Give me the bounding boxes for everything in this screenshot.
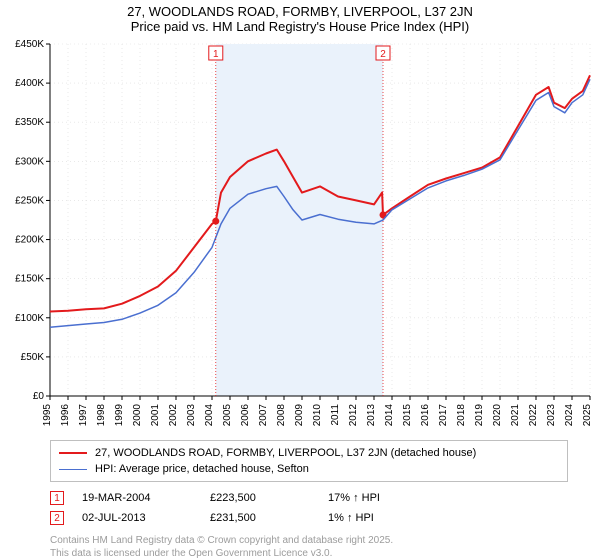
svg-text:2019: 2019 [474, 404, 485, 427]
attribution: Contains HM Land Registry data © Crown c… [50, 534, 568, 560]
sale-price: £231,500 [210, 512, 310, 524]
svg-text:2000: 2000 [132, 404, 143, 427]
svg-text:2013: 2013 [366, 404, 377, 427]
title-address: 27, WOODLANDS ROAD, FORMBY, LIVERPOOL, L… [0, 4, 600, 19]
sale-date: 02-JUL-2013 [82, 512, 192, 524]
legend-item: HPI: Average price, detached house, Seft… [59, 461, 559, 477]
sale-price: £223,500 [210, 492, 310, 504]
svg-text:2015: 2015 [402, 404, 413, 427]
svg-text:1998: 1998 [96, 404, 107, 427]
svg-text:2005: 2005 [222, 404, 233, 427]
footer-line-1: Contains HM Land Registry data © Crown c… [50, 534, 568, 547]
title-block: 27, WOODLANDS ROAD, FORMBY, LIVERPOOL, L… [0, 0, 600, 36]
legend-item: 27, WOODLANDS ROAD, FORMBY, LIVERPOOL, L… [59, 445, 559, 461]
svg-text:£350K: £350K [15, 117, 44, 128]
svg-text:2022: 2022 [528, 404, 539, 427]
svg-text:2021: 2021 [510, 404, 521, 427]
svg-text:£0: £0 [33, 391, 45, 402]
svg-text:2010: 2010 [312, 404, 323, 427]
sale-row: 2 02-JUL-2013 £231,500 1% ↑ HPI [50, 508, 568, 528]
sale-date: 19-MAR-2004 [82, 492, 192, 504]
svg-text:£450K: £450K [15, 39, 44, 50]
svg-text:2025: 2025 [582, 404, 593, 427]
svg-text:2006: 2006 [240, 404, 251, 427]
svg-text:1: 1 [213, 49, 219, 60]
legend: 27, WOODLANDS ROAD, FORMBY, LIVERPOOL, L… [50, 440, 568, 482]
svg-text:£400K: £400K [15, 78, 44, 89]
svg-text:1997: 1997 [78, 404, 89, 427]
svg-text:2020: 2020 [492, 404, 503, 427]
sale-vs-hpi: 17% ↑ HPI [328, 492, 418, 504]
svg-text:£100K: £100K [15, 313, 44, 324]
svg-text:£300K: £300K [15, 156, 44, 167]
svg-text:2017: 2017 [438, 404, 449, 427]
svg-text:1996: 1996 [60, 404, 71, 427]
svg-text:£150K: £150K [15, 274, 44, 285]
figure-root: 27, WOODLANDS ROAD, FORMBY, LIVERPOOL, L… [0, 0, 600, 560]
svg-text:2023: 2023 [546, 404, 557, 427]
sale-marker-number: 1 [50, 491, 64, 505]
svg-text:1995: 1995 [42, 404, 53, 427]
footer-line-2: This data is licensed under the Open Gov… [50, 547, 568, 560]
svg-text:2002: 2002 [168, 404, 179, 427]
svg-text:2012: 2012 [348, 404, 359, 427]
sale-vs-hpi: 1% ↑ HPI [328, 512, 418, 524]
line-chart: £0 £50K £100K £150K £200K £250K £300K £350K £400… [0, 36, 600, 436]
svg-text:£200K: £200K [15, 235, 44, 246]
sales-table: 1 19-MAR-2004 £223,500 17% ↑ HPI 2 02-JUL-201… [50, 488, 568, 528]
svg-text:2001: 2001 [150, 404, 161, 427]
svg-text:1999: 1999 [114, 404, 125, 427]
svg-text:£250K: £250K [15, 195, 44, 206]
svg-text:2009: 2009 [294, 404, 305, 427]
svg-text:2018: 2018 [456, 404, 467, 427]
legend-label: 27, WOODLANDS ROAD, FORMBY, LIVERPOOL, L… [95, 447, 476, 459]
svg-text:2007: 2007 [258, 404, 269, 427]
sale-marker-number: 2 [50, 511, 64, 525]
svg-text:2004: 2004 [204, 404, 215, 427]
svg-text:2014: 2014 [384, 404, 395, 427]
title-subtitle: Price paid vs. HM Land Registry's House … [0, 19, 600, 34]
svg-text:2024: 2024 [564, 404, 575, 427]
legend-label: HPI: Average price, detached house, Seft… [95, 463, 309, 475]
svg-text:£50K: £50K [21, 352, 45, 363]
svg-text:2008: 2008 [276, 404, 287, 427]
legend-swatch [59, 469, 87, 470]
svg-text:2: 2 [380, 49, 386, 60]
svg-text:2016: 2016 [420, 404, 431, 427]
svg-text:2011: 2011 [330, 404, 341, 426]
chart-area: £0 £50K £100K £150K £200K £250K £300K £350K £400… [0, 36, 600, 436]
sale-row: 1 19-MAR-2004 £223,500 17% ↑ HPI [50, 488, 568, 508]
legend-swatch [59, 452, 87, 454]
svg-text:2003: 2003 [186, 404, 197, 427]
